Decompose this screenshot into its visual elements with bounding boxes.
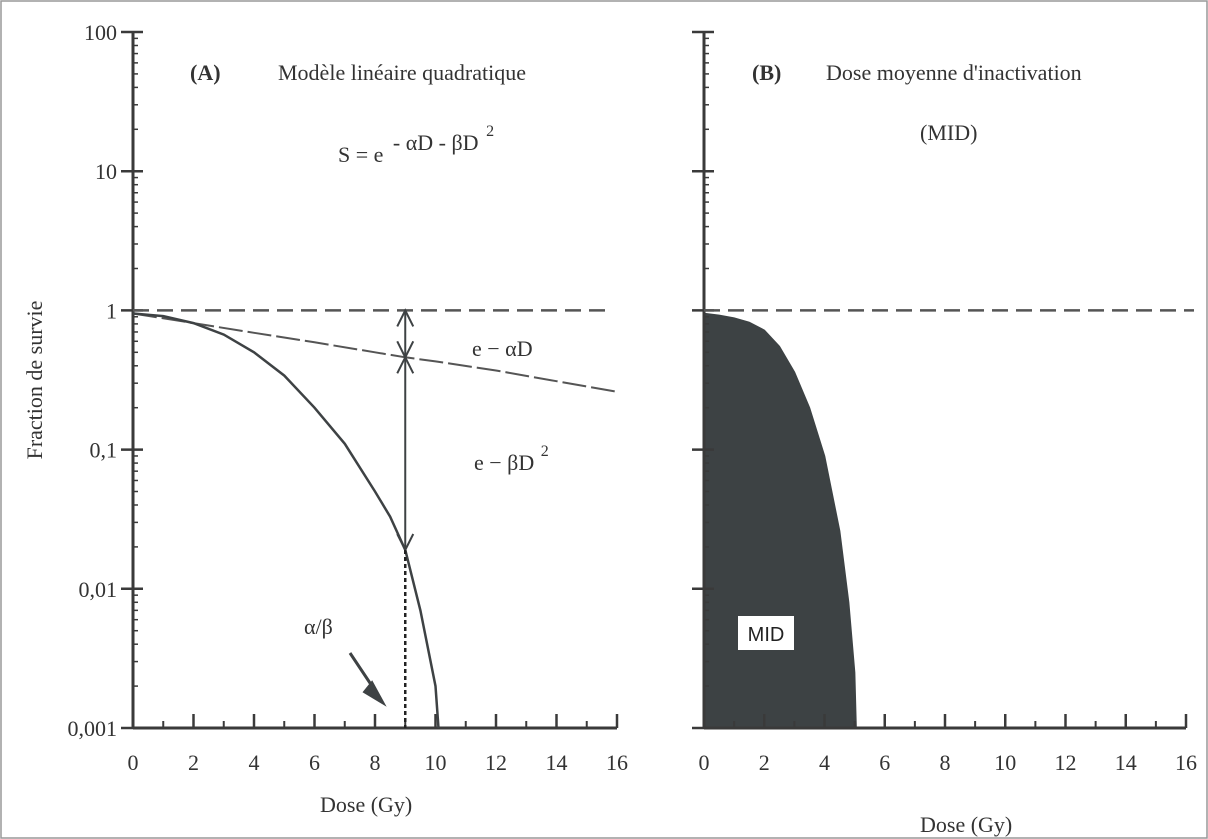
panel-a-formula: S = e - αD - βD 2 [338,123,494,167]
label-alpha-beta: α/β [304,614,333,639]
panel-a-title: Modèle linéaire quadratique [278,60,526,85]
panel-a-y-tick-label: 0,1 [90,438,118,463]
arrowhead-mid-up [396,355,415,374]
panel-a-y-tick-label: 100 [84,20,117,45]
panel-b-x-tick-label: 12 [1055,750,1077,775]
panel-b-x-tick-label: 10 [994,750,1016,775]
label-quadratic-square: 2 [541,443,549,460]
panel-a-axes: 0,001 0,01 0,1 1 10 100 0 2 4 6 8 10 12 14 16 [68,20,629,775]
panel-b-x-tick-label: 4 [819,750,830,775]
panel-a-xlabel: Dose (Gy) [320,792,412,817]
panel-b-series [703,312,857,729]
panel-a-plot: 0,001 0,01 0,1 1 10 100 0 2 4 6 8 10 12 14 16 (A) Modè… [22,20,628,817]
arrowhead-top [396,308,415,327]
panel-b-x-tick-label: 16 [1175,750,1197,775]
mid-area [703,312,857,729]
series-linear-term [132,312,618,393]
panel-a-x-tick-label: 12 [485,750,507,775]
panel-a-y-tick-label: 0,01 [79,577,118,602]
panel-b-x-tick-label: 6 [879,750,890,775]
panel-a-x-tick-label: 2 [188,750,199,775]
panel-b-xlabel: Dose (Gy) [920,812,1012,837]
panel-a-y-tick-label: 1 [106,298,117,323]
mid-label: MID [748,624,785,646]
panel-b-axes: 0 2 4 6 8 10 12 14 16 [692,30,1197,775]
panel-a-annotations [348,308,415,728]
panel-a-x-tick-label: 14 [546,750,568,775]
panel-a-x-tick-label: 8 [370,750,381,775]
panel-a-x-tick-label: 16 [606,750,628,775]
panel-a-x-tick-label: 10 [425,750,447,775]
panel-a-y-tick-label: 10 [95,159,117,184]
alpha-beta-pointer-head [362,680,387,707]
panel-b-x-tick-label: 14 [1115,750,1137,775]
label-quadratic-base: e − βD [474,450,534,475]
panel-a-y-tick-label: 0,001 [68,716,118,741]
panel-a-x-tick-label: 0 [128,750,139,775]
arrowhead-bottom [396,533,415,553]
panel-b-x-tick-label: 2 [759,750,770,775]
panel-b-x-tick-label: 0 [699,750,710,775]
panel-a-tag: (A) [190,60,221,85]
panel-b-title-line1: Dose moyenne d'inactivation [826,60,1082,85]
label-quadratic-term: e − βD 2 [474,443,549,475]
panel-b-tag: (B) [752,60,781,85]
panel-a-x-tick-label: 4 [249,750,260,775]
formula-exponent: - αD - βD [393,130,479,155]
formula-exponent-square: 2 [486,123,494,140]
panel-b-plot: 0 2 4 6 8 10 12 14 16 (B) Dose moyenne d'inactiv… [692,30,1197,837]
panel-b-title-line2: (MID) [920,120,977,145]
panel-a-ylabel: Fraction de survie [22,301,47,460]
formula-base: S = e [338,142,383,167]
mid-label-box [738,616,794,650]
series-survival-curve [132,312,440,729]
label-linear-term: e − αD [472,336,533,361]
panel-b-x-tick-label: 8 [940,750,951,775]
panel-a-series [132,312,618,729]
panel-a-x-tick-label: 6 [309,750,320,775]
